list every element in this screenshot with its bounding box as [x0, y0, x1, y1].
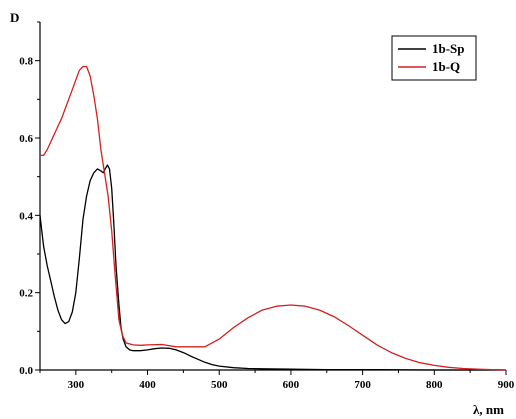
- series-layer: [39, 65, 507, 371]
- y-tick-label: 0.6: [19, 133, 33, 145]
- x-tick-label: 400: [139, 379, 156, 391]
- legend: 1b-Sp 1b-Q: [391, 35, 477, 81]
- legend-label: 1b-Q: [432, 59, 460, 74]
- x-tick-label: 300: [68, 379, 85, 391]
- x-axis-label: λ, nm: [473, 402, 504, 417]
- y-tick-label: 0.0: [19, 365, 33, 377]
- x-tick-label: 900: [498, 379, 515, 391]
- axes: 300 400 500 600 700 800 900 0.0 0.2 0.4 0.6 0.8: [19, 21, 515, 391]
- x-tick-label: 600: [283, 379, 300, 391]
- y-tick-label: 0.4: [19, 210, 33, 222]
- y-axis-label: D: [10, 10, 19, 25]
- y-tick-label: 0.2: [19, 288, 33, 300]
- series-line-1b-Q: [40, 65, 507, 371]
- y-tick-label: 0.8: [19, 56, 33, 68]
- x-tick-label: 800: [426, 379, 443, 391]
- series-line-1b-Sp: [39, 164, 506, 371]
- x-tick-label: 500: [211, 379, 228, 391]
- x-tick-label: 700: [354, 379, 371, 391]
- legend-label: 1b-Sp: [432, 41, 465, 56]
- legend-box: [391, 35, 477, 81]
